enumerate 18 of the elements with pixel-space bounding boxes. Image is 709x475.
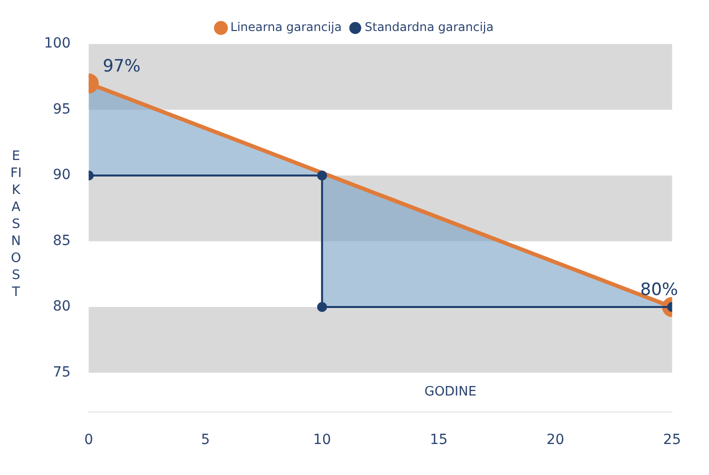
y-tick-label: 95	[52, 101, 71, 118]
y-tick-label: 100	[44, 36, 71, 52]
y-tick-label: 75	[52, 364, 71, 380]
x-tick-label: 10	[313, 432, 331, 448]
y-tick-label: 85	[52, 232, 71, 249]
x-tick-label: 15	[430, 432, 448, 448]
x-tick-label: 25	[663, 432, 682, 448]
y-tick-label: 90	[52, 167, 71, 184]
legend-label: Standardna garancija	[364, 20, 494, 34]
annotation: 97%	[102, 56, 141, 76]
x-tick-label: 0	[84, 432, 94, 448]
text: EFIKASNOST	[10, 149, 22, 300]
x-axis-title: GODINE	[424, 384, 476, 400]
y-tick-label: 80	[52, 298, 71, 315]
x-tick-label: 5	[200, 432, 210, 448]
legend-label: Linearna garancija	[230, 20, 342, 34]
x-tick-label: 20	[546, 432, 564, 448]
annotation: 80%	[640, 280, 678, 300]
